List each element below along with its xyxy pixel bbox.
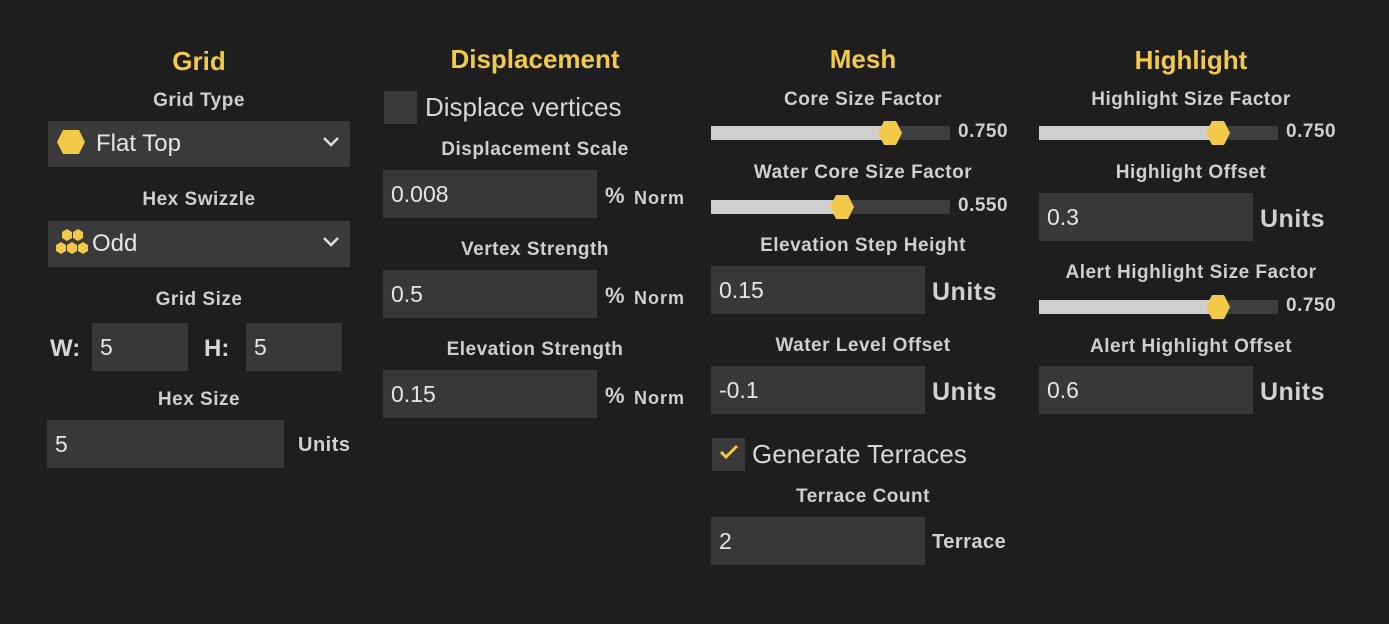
hexagon-flat-top-icon bbox=[56, 129, 86, 160]
grid-type-dropdown[interactable]: Flat Top bbox=[48, 121, 350, 167]
chevron-down-icon bbox=[322, 235, 340, 253]
water-core-size-label: Water Core Size Factor bbox=[753, 162, 973, 183]
terrace-unit-label: Terrace bbox=[932, 531, 1007, 553]
water-core-size-slider[interactable] bbox=[711, 195, 950, 219]
slider-fill bbox=[1039, 300, 1219, 314]
alert-highlight-size-value: 0.750 bbox=[1286, 295, 1337, 316]
core-size-value: 0.750 bbox=[958, 121, 1009, 142]
terrace-count-input[interactable]: 2 bbox=[711, 517, 925, 565]
grid-type-value: Flat Top bbox=[96, 130, 181, 157]
highlight-size-label: Highlight Size Factor bbox=[1091, 89, 1291, 110]
elevation-step-input[interactable]: 0.15 bbox=[711, 266, 925, 314]
alert-highlight-size-slider[interactable] bbox=[1039, 295, 1278, 319]
norm-label: Norm bbox=[634, 388, 686, 408]
elevation-step-label: Elevation Step Height bbox=[760, 235, 966, 256]
percent-label: % bbox=[605, 283, 625, 308]
displace-vertices-checkbox[interactable] bbox=[384, 91, 417, 124]
hex-cluster-icon bbox=[56, 228, 88, 261]
grid-width-input[interactable]: 5 bbox=[92, 323, 188, 371]
units-label: Units bbox=[1260, 378, 1325, 406]
percent-label: % bbox=[605, 383, 625, 408]
alert-highlight-size-label: Alert Highlight Size Factor bbox=[1065, 262, 1317, 283]
hex-swizzle-label: Hex Swizzle bbox=[142, 189, 256, 210]
vertex-strength-input[interactable]: 0.5 bbox=[383, 270, 597, 318]
units-label: Units bbox=[1260, 205, 1325, 233]
highlight-title: Highlight bbox=[1134, 45, 1248, 75]
slider-thumb[interactable] bbox=[877, 120, 903, 146]
elevation-strength-input[interactable]: 0.15 bbox=[383, 370, 597, 418]
hex-size-label: Hex Size bbox=[157, 389, 241, 410]
highlight-offset-label: Highlight Offset bbox=[1115, 162, 1267, 183]
core-size-slider[interactable] bbox=[711, 121, 950, 145]
norm-label: Norm bbox=[634, 188, 686, 208]
norm-label: Norm bbox=[634, 288, 686, 308]
elevation-strength-label: Elevation Strength bbox=[446, 339, 624, 360]
grid-type-label: Grid Type bbox=[153, 90, 245, 111]
slider-thumb[interactable] bbox=[1205, 294, 1231, 320]
checkmark-icon bbox=[719, 444, 739, 465]
slider-thumb[interactable] bbox=[1205, 120, 1231, 146]
chevron-down-icon bbox=[322, 135, 340, 153]
core-size-label: Core Size Factor bbox=[784, 89, 942, 110]
displacement-scale-input[interactable]: 0.008 bbox=[383, 170, 597, 218]
generate-terraces-checkbox[interactable] bbox=[712, 438, 745, 471]
grid-height-input[interactable]: 5 bbox=[246, 323, 342, 371]
percent-label: % bbox=[605, 183, 625, 208]
slider-thumb[interactable] bbox=[829, 194, 855, 220]
units-label: Units bbox=[932, 378, 997, 406]
displacement-scale-label: Displacement Scale bbox=[441, 139, 629, 160]
hex-size-input[interactable]: 5 bbox=[47, 420, 284, 468]
vertex-strength-label: Vertex Strength bbox=[461, 239, 609, 260]
slider-fill bbox=[711, 200, 843, 214]
alert-highlight-offset-input[interactable]: 0.6 bbox=[1039, 366, 1253, 414]
highlight-size-value: 0.750 bbox=[1286, 121, 1337, 142]
hex-swizzle-dropdown[interactable]: Odd bbox=[48, 221, 350, 267]
width-label: W: bbox=[50, 335, 81, 362]
slider-fill bbox=[1039, 126, 1219, 140]
height-label: H: bbox=[204, 335, 230, 362]
generate-terraces-label: Generate Terraces bbox=[752, 439, 967, 469]
displace-vertices-label: Displace vertices bbox=[425, 92, 622, 122]
water-core-size-value: 0.550 bbox=[958, 195, 1009, 216]
displacement-title: Displacement bbox=[450, 44, 620, 74]
grid-size-label: Grid Size bbox=[155, 289, 243, 310]
terrace-count-label: Terrace Count bbox=[796, 486, 930, 507]
mesh-title: Mesh bbox=[829, 44, 897, 74]
grid-title: Grid bbox=[172, 46, 226, 76]
water-level-offset-label: Water Level Offset bbox=[775, 335, 951, 356]
hex-swizzle-value: Odd bbox=[92, 230, 138, 257]
units-label: Units bbox=[932, 278, 997, 306]
hex-size-unit: Units bbox=[298, 434, 351, 456]
slider-fill bbox=[711, 126, 891, 140]
highlight-size-slider[interactable] bbox=[1039, 121, 1278, 145]
alert-highlight-offset-label: Alert Highlight Offset bbox=[1089, 336, 1293, 357]
water-level-offset-input[interactable]: -0.1 bbox=[711, 366, 925, 414]
highlight-offset-input[interactable]: 0.3 bbox=[1039, 193, 1253, 241]
